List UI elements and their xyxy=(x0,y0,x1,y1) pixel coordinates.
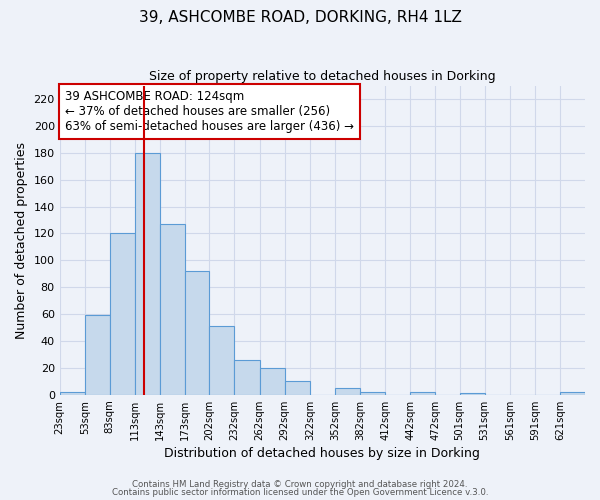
Bar xyxy=(185,271,209,395)
Bar xyxy=(110,234,135,395)
Bar xyxy=(85,316,110,395)
Bar xyxy=(335,388,360,395)
Text: Contains public sector information licensed under the Open Government Licence v.: Contains public sector information licen… xyxy=(112,488,488,497)
Text: 39 ASHCOMBE ROAD: 124sqm
← 37% of detached houses are smaller (256)
63% of semi-: 39 ASHCOMBE ROAD: 124sqm ← 37% of detach… xyxy=(65,90,354,133)
Bar xyxy=(410,392,435,395)
Title: Size of property relative to detached houses in Dorking: Size of property relative to detached ho… xyxy=(149,70,496,83)
Bar xyxy=(460,394,485,395)
Text: 39, ASHCOMBE ROAD, DORKING, RH4 1LZ: 39, ASHCOMBE ROAD, DORKING, RH4 1LZ xyxy=(139,10,461,25)
Bar xyxy=(260,368,284,395)
Bar xyxy=(560,392,585,395)
Bar xyxy=(209,326,235,395)
Bar xyxy=(284,382,310,395)
Bar xyxy=(135,153,160,395)
X-axis label: Distribution of detached houses by size in Dorking: Distribution of detached houses by size … xyxy=(164,447,480,460)
Bar xyxy=(59,392,85,395)
Y-axis label: Number of detached properties: Number of detached properties xyxy=(15,142,28,338)
Bar xyxy=(360,392,385,395)
Text: Contains HM Land Registry data © Crown copyright and database right 2024.: Contains HM Land Registry data © Crown c… xyxy=(132,480,468,489)
Bar xyxy=(235,360,260,395)
Bar xyxy=(160,224,185,395)
